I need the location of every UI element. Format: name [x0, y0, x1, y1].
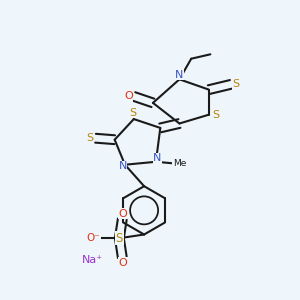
Text: O⁻: O⁻ [87, 233, 101, 243]
Text: N: N [118, 161, 127, 171]
Text: S: S [233, 79, 240, 89]
Text: Me: Me [173, 159, 186, 168]
Text: N: N [153, 153, 161, 163]
Text: O: O [124, 92, 133, 101]
Text: S: S [87, 133, 94, 143]
Text: O: O [118, 209, 127, 219]
Text: Na⁺: Na⁺ [82, 255, 103, 265]
Text: S: S [116, 232, 123, 245]
Text: O: O [118, 258, 127, 268]
Text: N: N [175, 70, 184, 80]
Text: S: S [212, 110, 219, 120]
Text: S: S [129, 108, 136, 118]
